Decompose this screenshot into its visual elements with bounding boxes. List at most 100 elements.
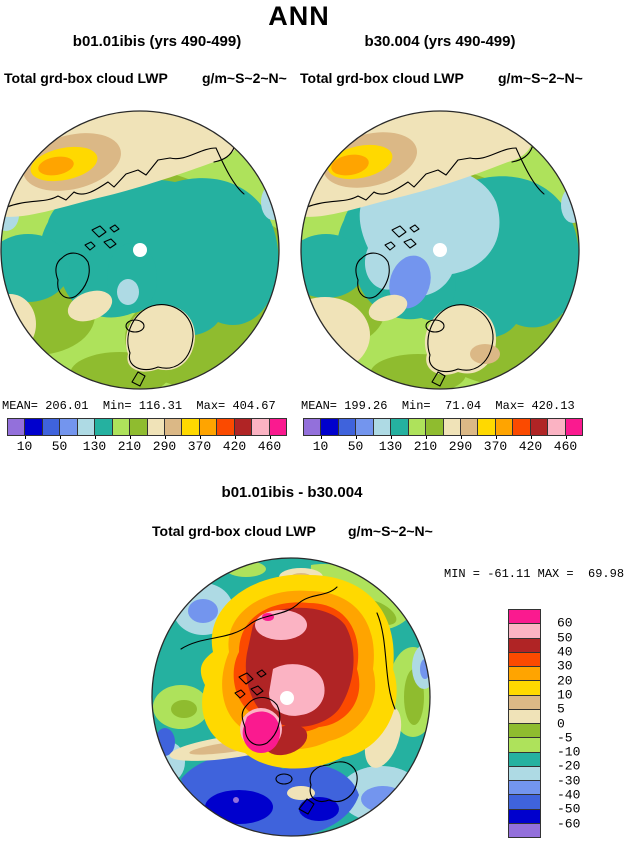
colorbar-tick-label: -60 [557, 816, 581, 832]
colorbar-swatch [509, 808, 540, 823]
colorbar-swatch [442, 419, 460, 435]
colorbar-tick [460, 436, 462, 439]
colorbar-tick-label: 60 [557, 615, 573, 631]
colorbar-swatch [8, 419, 25, 435]
colorbar-tick-label: 420 [518, 439, 543, 454]
pole-hole [433, 243, 447, 257]
var-label-case1: Total grd-box cloud LWP [4, 70, 168, 86]
colorbar-tick-label: 50 [347, 439, 364, 454]
colorbar-diff [508, 609, 541, 838]
map-circle-border [300, 110, 580, 390]
colorbar-tick-label: 460 [553, 439, 578, 454]
colorbar-swatch [509, 822, 540, 837]
colorbar-swatch [268, 419, 286, 435]
colorbar-tick-label: -10 [557, 744, 581, 760]
colorbar-tick [94, 436, 96, 439]
colorbar-tick-label: 420 [222, 439, 247, 454]
colorbar-tick-label: 50 [557, 630, 573, 646]
colorbar-labels-diff: 60 50 40 30 20 10 5 0 -5 -10 -20 -30 -40 -50 -60 [549, 609, 595, 838]
colorbar-tick [59, 436, 61, 439]
colorbar-swatch [477, 419, 495, 435]
colorbar-swatch [372, 419, 391, 435]
colorbar-swatch [529, 419, 548, 435]
map-circle-border [0, 110, 280, 390]
colorbar-swatch [425, 419, 443, 435]
coastlines [303, 119, 545, 387]
colorbar-tick [565, 436, 567, 439]
colorbar-swatch [76, 419, 95, 435]
colorbar-tick [495, 436, 497, 439]
colorbar-swatch [304, 419, 321, 435]
colorbar-swatch [94, 419, 112, 435]
colorbar-swatch [320, 419, 338, 435]
stats-line-case2: MEAN= 199.26 Min= 71.04 Max= 420.13 [301, 399, 575, 413]
colorbar-swatch [355, 419, 373, 435]
colorbar-case2 [303, 418, 583, 436]
colorbar-tick-label: 460 [257, 439, 282, 454]
units-label-diff: g/m~S~2~N~ [348, 523, 433, 539]
colorbar-tick-label: 290 [152, 439, 177, 454]
contour-tan-patch-south [470, 344, 500, 364]
map-panel-case1 [0, 110, 280, 390]
colorbar-tick-label: 370 [187, 439, 212, 454]
colorbar-swatch [509, 680, 540, 695]
colorbar-tick-label: 10 [557, 687, 573, 703]
var-label-case2: Total grd-box cloud LWP [300, 70, 464, 86]
colorbar-tick-label: -50 [557, 801, 581, 817]
colorbar-tick [24, 436, 26, 439]
pole-hole [133, 243, 147, 257]
colorbar-swatch [390, 419, 408, 435]
colorbar-tick-label: 10 [312, 439, 329, 454]
colorbar-swatch [163, 419, 182, 435]
map-panel-case2 [300, 110, 580, 390]
colorbar-swatch [198, 419, 217, 435]
polar-map-case2 [300, 110, 580, 390]
var-label-diff: Total grd-box cloud LWP [152, 523, 316, 539]
colorbar-swatch [111, 419, 130, 435]
colorbar-tick [530, 436, 532, 439]
colorbar-tick [425, 436, 427, 439]
colorbar-swatch [509, 751, 540, 766]
colorbar-tick [355, 436, 357, 439]
colorbar-swatch [146, 419, 164, 435]
colorbar-tick [320, 436, 322, 439]
colorbar-swatch [509, 610, 540, 624]
colorbar-swatch [509, 694, 540, 709]
colorbar-tick [234, 436, 236, 439]
colorbar-swatch [512, 419, 530, 435]
panel-title-case1: b01.01ibis (yrs 490-499) [72, 33, 242, 50]
contour-cornflower-blob [389, 255, 431, 309]
units-label-case1: g/m~S~2~N~ [202, 70, 287, 86]
colorbar-tick-label: 50 [51, 439, 68, 454]
colorbar-labels-case1: 10 50 130 210 290 370 420 460 [7, 436, 287, 456]
colorbar-tick-label: 210 [413, 439, 438, 454]
colorbar-tick-label: 290 [448, 439, 473, 454]
colorbar-swatch [509, 794, 540, 809]
colorbar-swatch [494, 419, 513, 435]
colorbar-tick-label: 0 [557, 716, 565, 731]
colorbar-tick-label: -20 [557, 758, 581, 774]
polar-map-case1 [0, 110, 280, 390]
coastlines [180, 586, 396, 815]
colorbar-swatch [509, 708, 540, 723]
colorbar-swatch [59, 419, 77, 435]
colorbar-swatch [509, 765, 540, 780]
colorbar-swatch [233, 419, 252, 435]
colorbar-swatch [459, 419, 478, 435]
colorbar-tick-label: -5 [557, 730, 573, 746]
colorbar-swatch [509, 666, 540, 681]
colorbar-tick-label: 370 [483, 439, 508, 454]
colorbar-swatch [509, 723, 540, 738]
colorbar-tick-label: 10 [16, 439, 33, 454]
panel-title-diff: b01.01ibis - b30.004 [221, 484, 363, 501]
colorbar-tick-label: 210 [117, 439, 142, 454]
colorbar-swatch [407, 419, 426, 435]
map-panel-diff [151, 557, 431, 837]
stats-line-case1: MEAN= 206.01 Min= 116.31 Max= 404.67 [2, 399, 276, 413]
colorbar-tick-label: 130 [378, 439, 403, 454]
colorbar-swatch [547, 419, 565, 435]
colorbar-tick-label: 30 [557, 658, 573, 674]
colorbar-swatch [509, 623, 540, 638]
colorbar-tick-label: 20 [557, 673, 573, 689]
panel-title-case2: b30.004 (yrs 490-499) [364, 33, 516, 50]
